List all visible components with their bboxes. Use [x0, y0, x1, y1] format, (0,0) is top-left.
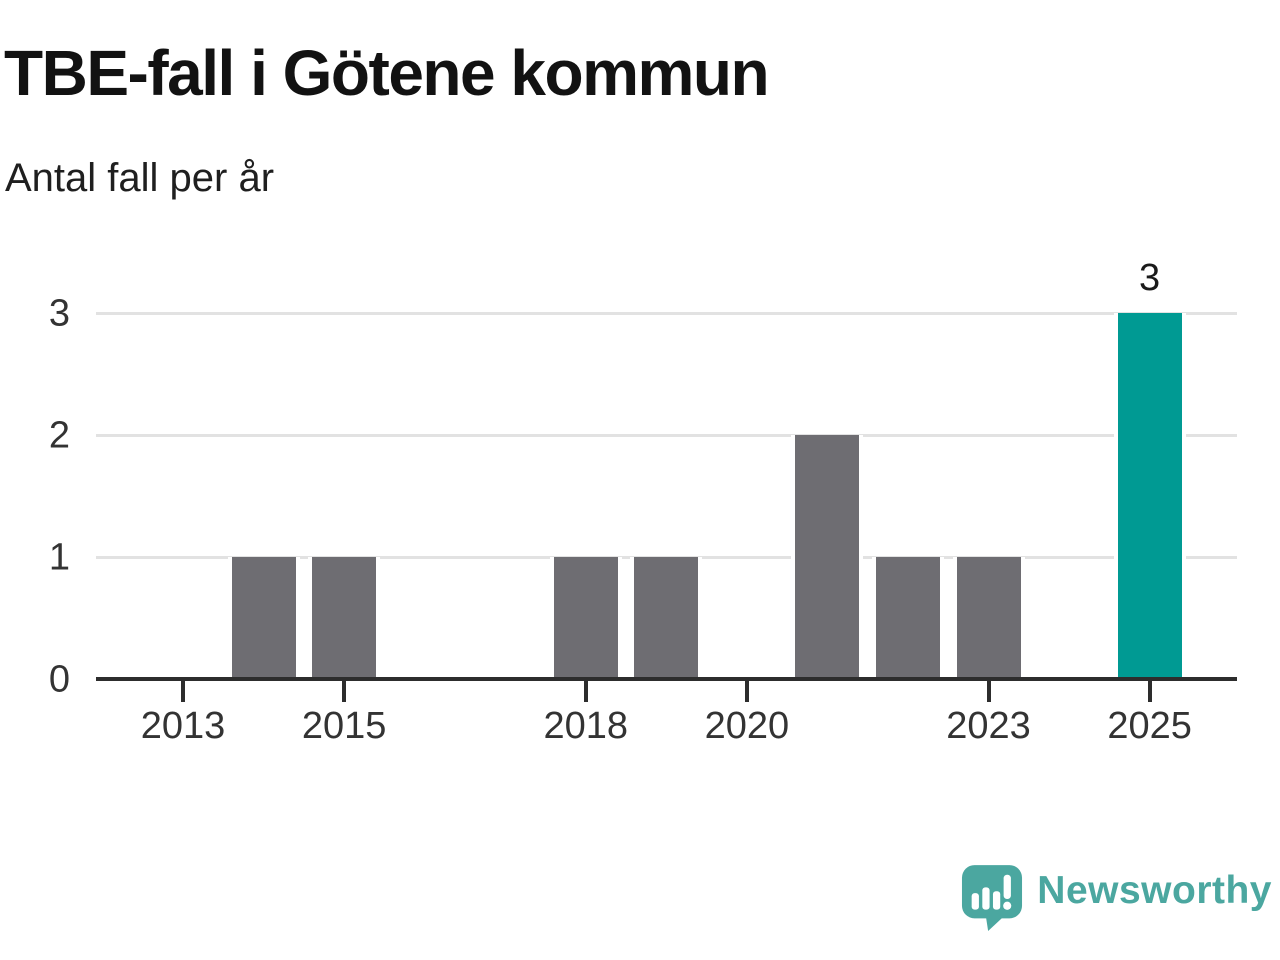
- newsworthy-logo-icon: [962, 865, 1023, 931]
- grid-line-2: [96, 434, 1237, 437]
- bar-2015: [312, 557, 377, 677]
- bar-2022: [875, 557, 940, 677]
- bar-2021: [795, 435, 860, 677]
- bar-value-label-2025: 3: [1139, 257, 1161, 299]
- x-axis-line: [96, 677, 1237, 681]
- x-tick-label-2025: 2025: [1107, 705, 1192, 747]
- chart-title: TBE-fall i Götene kommun: [4, 37, 770, 109]
- x-tick-label-2020: 2020: [704, 705, 790, 747]
- y-tick-label-0: 0: [48, 658, 70, 701]
- x-tick-label-2023: 2023: [946, 705, 1031, 747]
- x-tick-2015: [342, 681, 347, 702]
- bar-2014: [231, 557, 296, 677]
- y-tick-label-1: 1: [48, 536, 70, 579]
- bar-2025: [1117, 313, 1182, 677]
- bar-2019: [634, 557, 699, 677]
- x-tick-2023: [986, 681, 991, 702]
- x-tick-2018: [583, 681, 588, 702]
- x-tick-label-2018: 2018: [543, 705, 629, 747]
- chart-subtitle: Antal fall per år: [5, 156, 275, 200]
- brand-footer: Newsworthy: [961, 858, 1272, 932]
- y-tick-label-3: 3: [48, 292, 70, 335]
- brand-wordmark: Newsworthy: [1037, 869, 1272, 912]
- bar-2023: [956, 557, 1021, 677]
- x-tick-2025: [1147, 681, 1152, 702]
- y-tick-label-2: 2: [48, 414, 70, 457]
- x-tick-2020: [744, 681, 749, 702]
- bar-2018: [553, 557, 618, 677]
- x-tick-2013: [181, 681, 185, 702]
- x-tick-label-2015: 2015: [301, 705, 387, 747]
- x-tick-label-2013: 2013: [140, 705, 226, 747]
- grid-line-3: [96, 312, 1237, 315]
